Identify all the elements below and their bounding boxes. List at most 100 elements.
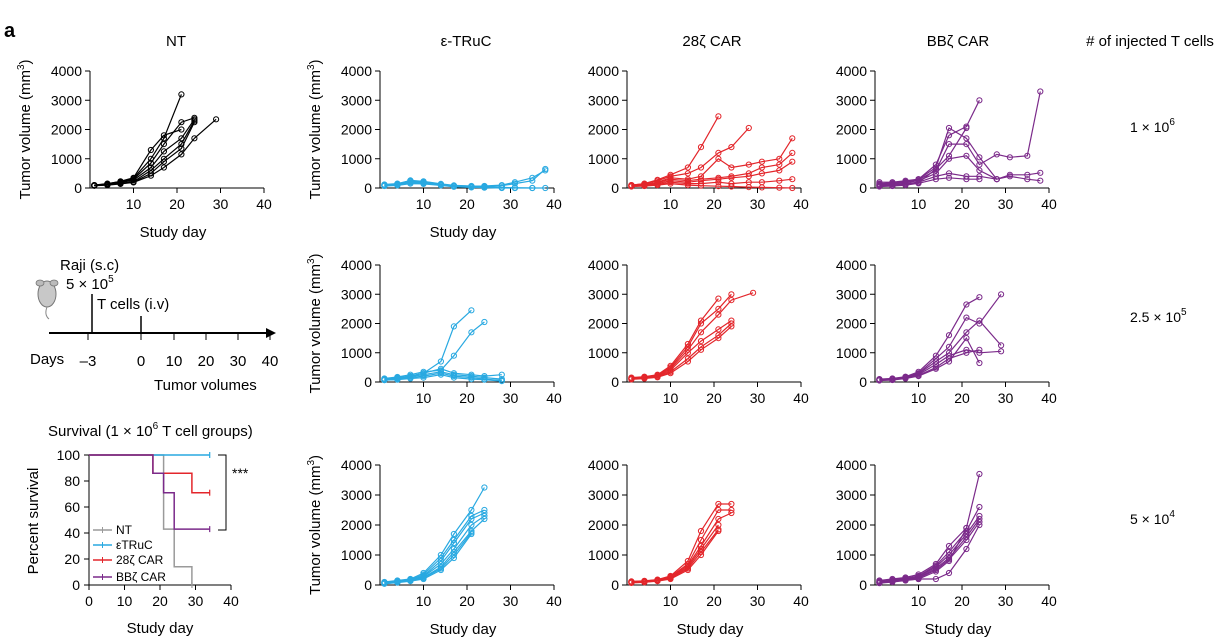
data-point bbox=[963, 152, 970, 159]
data-point bbox=[394, 579, 401, 586]
x-axis-label: Study day bbox=[925, 621, 992, 637]
survival-x-tick-label: 40 bbox=[223, 593, 239, 609]
x-tick-label: 10 bbox=[663, 390, 679, 406]
x-tick-label: 40 bbox=[546, 390, 562, 406]
data-point bbox=[697, 164, 705, 171]
data-point bbox=[976, 503, 983, 511]
data-point bbox=[889, 182, 896, 190]
data-point bbox=[932, 176, 940, 183]
data-point bbox=[450, 374, 457, 381]
data-point bbox=[160, 148, 167, 155]
x-tick-label: 30 bbox=[503, 196, 519, 212]
series-7 bbox=[628, 180, 796, 192]
x-tick-label: 30 bbox=[213, 196, 229, 212]
y-tick-label: 0 bbox=[364, 374, 372, 390]
data-point bbox=[963, 135, 970, 142]
data-point bbox=[420, 374, 427, 381]
data-point bbox=[789, 184, 796, 192]
column-title-28z-car: 28ζ CAR bbox=[682, 33, 741, 50]
data-point bbox=[1024, 176, 1031, 183]
survival-x-tick-label: 10 bbox=[117, 593, 133, 609]
data-point bbox=[697, 182, 705, 189]
data-point bbox=[684, 349, 692, 356]
data-point bbox=[394, 376, 401, 383]
series-1 bbox=[628, 113, 722, 189]
x-tick-label: 20 bbox=[459, 196, 475, 212]
series-1 bbox=[91, 91, 185, 189]
x-tick-label: 30 bbox=[750, 196, 766, 212]
y-tick-label: 4000 bbox=[836, 63, 867, 79]
data-point bbox=[750, 289, 757, 296]
data-point bbox=[902, 375, 909, 382]
x-tick-label: 20 bbox=[169, 196, 185, 212]
legend-label: 28ζ CAR bbox=[116, 553, 164, 567]
data-point bbox=[758, 170, 766, 177]
x-tick-label: 20 bbox=[954, 196, 970, 212]
legend-item: εTRuC bbox=[93, 538, 153, 552]
data-point bbox=[1024, 171, 1031, 178]
data-point bbox=[758, 158, 766, 165]
data-point bbox=[450, 323, 457, 330]
y-tick-label: 2000 bbox=[588, 517, 619, 533]
data-point bbox=[628, 183, 635, 190]
data-point bbox=[715, 179, 722, 186]
dose-label-2p5e5: 2.5 × 105 bbox=[1130, 307, 1187, 325]
data-point bbox=[191, 119, 198, 126]
data-point bbox=[117, 178, 124, 185]
y-tick-label: 2000 bbox=[588, 122, 619, 138]
data-point bbox=[728, 506, 735, 514]
x-tick-label: 20 bbox=[459, 390, 475, 406]
data-point bbox=[450, 539, 457, 547]
y-tick-label: 1000 bbox=[341, 345, 372, 361]
series-1 bbox=[381, 307, 475, 383]
survival-curve-4 bbox=[89, 454, 211, 533]
x-tick-label: 10 bbox=[911, 593, 927, 609]
data-point bbox=[976, 512, 983, 520]
data-point bbox=[889, 578, 896, 586]
survival-y-tick-label: 60 bbox=[64, 499, 80, 515]
data-point bbox=[437, 566, 444, 574]
data-point bbox=[789, 158, 796, 165]
data-point bbox=[776, 155, 783, 162]
data-point bbox=[998, 291, 1005, 298]
y-tick-label: 2000 bbox=[341, 517, 372, 533]
data-point bbox=[976, 176, 983, 183]
y-tick-label: 4000 bbox=[588, 457, 619, 473]
mouse-icon bbox=[35, 279, 59, 320]
data-point bbox=[976, 515, 983, 523]
timeline-tick-label: 40 bbox=[262, 353, 279, 370]
data-point bbox=[160, 164, 167, 171]
series-3 bbox=[91, 116, 198, 189]
data-point bbox=[213, 116, 220, 123]
x-tick-label: 10 bbox=[663, 593, 679, 609]
data-point bbox=[963, 124, 970, 132]
series-line bbox=[384, 179, 502, 188]
data-point bbox=[420, 180, 427, 187]
data-point bbox=[407, 578, 414, 585]
data-point bbox=[481, 376, 488, 383]
y-tick-label: 0 bbox=[364, 577, 372, 593]
data-point bbox=[715, 113, 722, 120]
dose-label-5e4: 5 × 104 bbox=[1130, 509, 1175, 527]
data-point bbox=[481, 184, 488, 191]
data-point bbox=[91, 182, 98, 189]
data-point bbox=[450, 530, 457, 538]
series-7 bbox=[91, 126, 185, 189]
y-tick-label: 0 bbox=[611, 180, 619, 196]
series-line bbox=[94, 128, 182, 186]
data-point bbox=[697, 338, 705, 345]
data-point bbox=[728, 164, 735, 171]
data-point bbox=[776, 184, 783, 191]
data-point bbox=[481, 506, 488, 514]
survival-y-tick-label: 80 bbox=[64, 473, 80, 489]
data-point bbox=[407, 180, 414, 187]
panel-bbz-5e4: 0 1000 2000 3000 4000 10 20 30 40 Study day bbox=[836, 457, 1057, 637]
data-point bbox=[945, 174, 953, 181]
x-tick-label: 10 bbox=[416, 593, 432, 609]
timeline-schematic: Raji (s.c) 5 × 105 T cells (i.v) –3 0 10 20… bbox=[30, 257, 278, 394]
data-point bbox=[684, 164, 692, 171]
significance-bracket bbox=[218, 454, 227, 531]
data-point bbox=[715, 326, 722, 333]
data-point bbox=[481, 318, 488, 326]
data-point bbox=[945, 542, 953, 550]
